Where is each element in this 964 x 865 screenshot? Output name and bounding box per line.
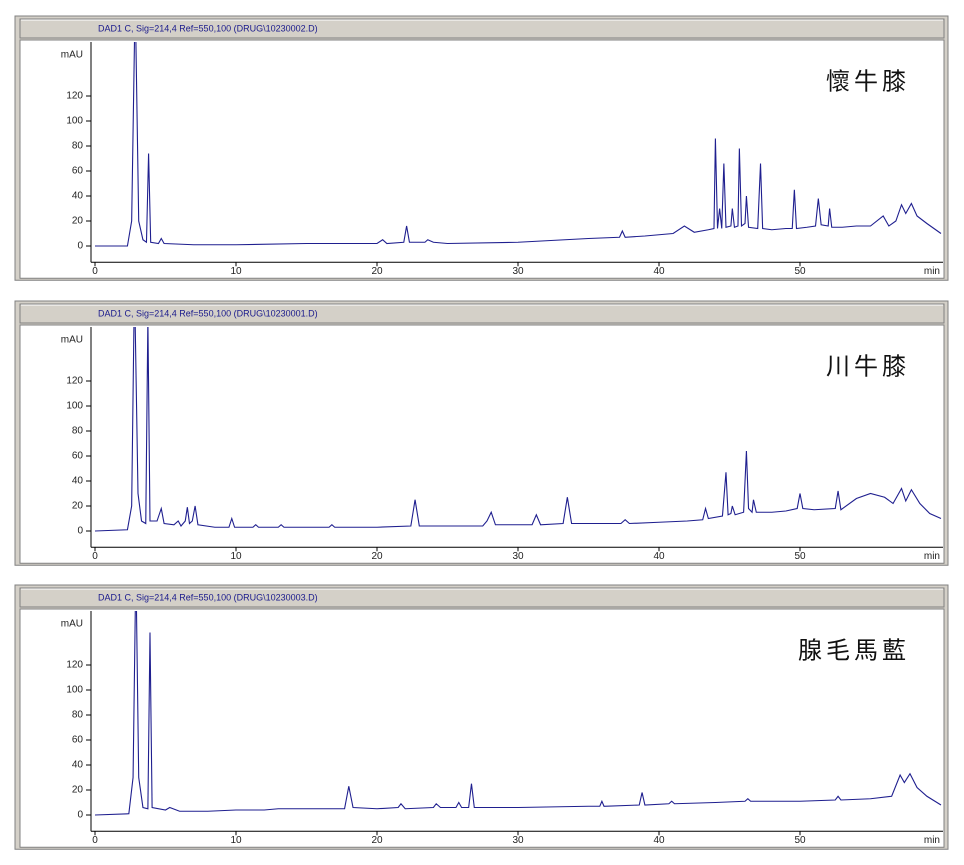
sample-label: 懷牛膝	[826, 68, 910, 96]
y-axis-unit: mAU	[61, 335, 83, 346]
x-axis-unit: min	[924, 266, 940, 277]
y-tick-label: 80	[72, 710, 84, 721]
panel-title: DAD1 C, Sig=214,4 Ref=550,100 (DRUG\1023…	[98, 308, 318, 318]
x-tick-label: 50	[794, 835, 806, 846]
y-axis-unit: mAU	[61, 50, 83, 61]
y-tick-label: 100	[66, 401, 83, 412]
y-tick-label: 40	[72, 760, 84, 771]
y-tick-label: 0	[77, 241, 83, 252]
x-tick-label: 10	[230, 835, 242, 846]
y-tick-label: 40	[72, 191, 84, 202]
panel-header	[19, 303, 945, 324]
y-tick-label: 60	[72, 735, 84, 746]
x-tick-label: 30	[512, 551, 524, 562]
sample-label: 川牛膝	[826, 353, 910, 381]
x-tick-label: 20	[371, 551, 383, 562]
y-tick-label: 20	[72, 785, 84, 796]
x-tick-label: 10	[230, 266, 242, 277]
y-tick-label: 120	[66, 376, 83, 387]
x-tick-label: 20	[371, 835, 383, 846]
x-tick-label: 10	[230, 551, 242, 562]
x-tick-label: 50	[794, 551, 806, 562]
y-tick-label: 60	[72, 166, 84, 177]
x-tick-label: 20	[371, 266, 383, 277]
panel-title: DAD1 C, Sig=214,4 Ref=550,100 (DRUG\1023…	[98, 592, 318, 602]
plot-area	[19, 324, 945, 564]
x-tick-label: 0	[92, 266, 98, 277]
y-tick-label: 40	[72, 476, 84, 487]
y-axis-unit: mAU	[61, 619, 83, 630]
x-tick-label: 30	[512, 835, 524, 846]
x-tick-label: 50	[794, 266, 806, 277]
y-tick-label: 80	[72, 141, 84, 152]
chromatogram-trace	[95, 42, 942, 247]
chart-panel: DAD1 C, Sig=214,4 Ref=550,100 (DRUG\1023…	[14, 584, 949, 850]
y-tick-label: 60	[72, 451, 84, 462]
x-tick-label: 40	[653, 551, 665, 562]
y-tick-label: 20	[72, 216, 84, 227]
y-tick-label: 20	[72, 501, 84, 512]
chart-panel: DAD1 C, Sig=214,4 Ref=550,100 (DRUG\1023…	[14, 15, 949, 281]
y-tick-label: 100	[66, 685, 83, 696]
y-tick-label: 100	[66, 116, 83, 127]
chromatogram-trace	[94, 611, 942, 816]
x-tick-label: 0	[92, 835, 98, 846]
chromatogram-trace	[94, 327, 942, 532]
panel-header	[19, 18, 945, 39]
sample-label: 腺毛馬藍	[798, 637, 910, 665]
x-tick-label: 40	[653, 266, 665, 277]
x-axis-unit: min	[924, 551, 940, 562]
y-tick-label: 0	[77, 810, 83, 821]
chart-panel: DAD1 C, Sig=214,4 Ref=550,100 (DRUG\1023…	[14, 300, 949, 566]
y-tick-label: 80	[72, 426, 84, 437]
y-tick-label: 0	[77, 526, 83, 537]
plot-area	[19, 39, 945, 279]
y-tick-label: 120	[66, 660, 83, 671]
x-axis-unit: min	[924, 835, 940, 846]
x-tick-label: 0	[92, 551, 98, 562]
y-tick-label: 120	[66, 91, 83, 102]
panel-title: DAD1 C, Sig=214,4 Ref=550,100 (DRUG\1023…	[98, 23, 318, 33]
x-tick-label: 40	[653, 835, 665, 846]
x-tick-label: 30	[512, 266, 524, 277]
panel-header	[19, 587, 945, 608]
